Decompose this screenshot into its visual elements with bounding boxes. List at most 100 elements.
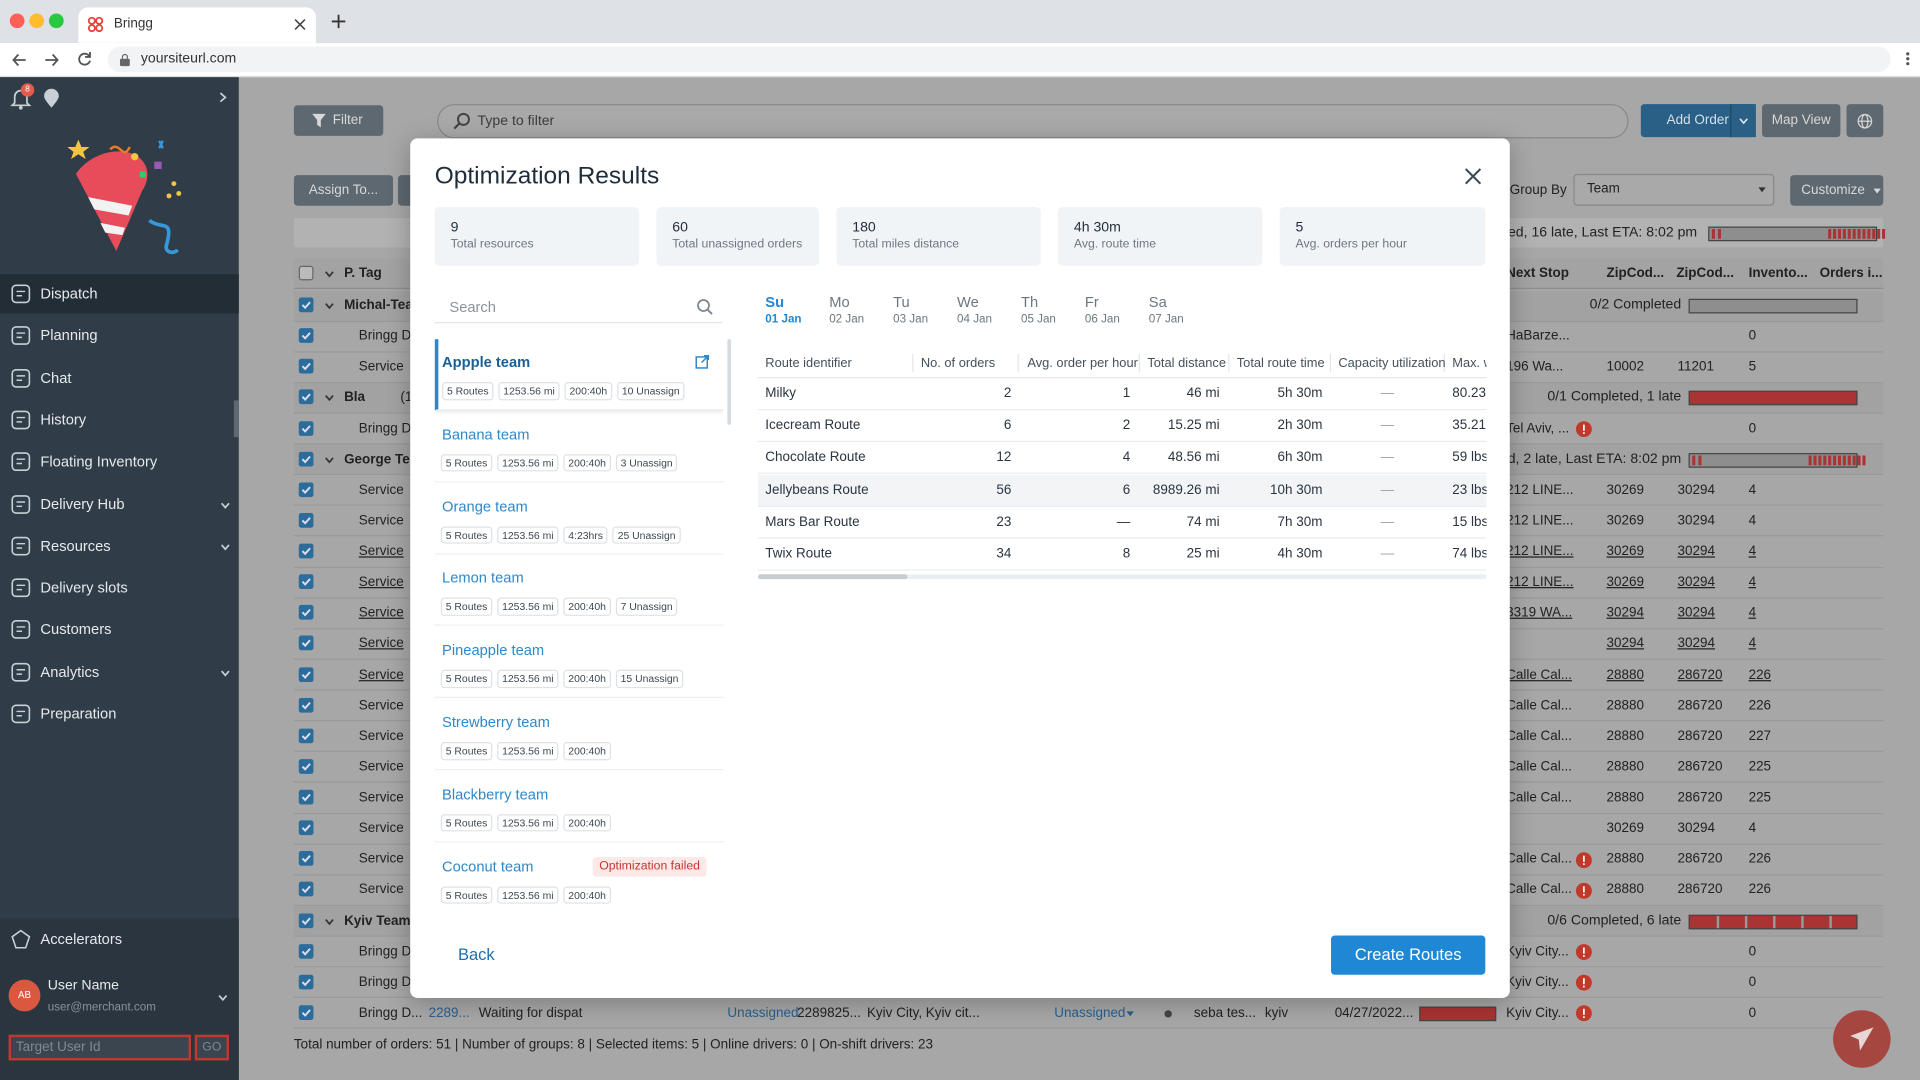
zip-code: 28880 bbox=[1606, 851, 1644, 867]
table-cell: 10h 30m bbox=[1270, 482, 1323, 498]
create-routes-button[interactable]: Create Routes bbox=[1331, 935, 1486, 975]
table-row[interactable] bbox=[757, 507, 1487, 539]
filter-search[interactable]: Type to filter bbox=[437, 104, 1629, 139]
zip-code: 28880 bbox=[1606, 698, 1644, 713]
zip-code: 30269 bbox=[1606, 574, 1644, 590]
day-name[interactable]: Su bbox=[765, 293, 785, 311]
filter-button[interactable]: Filter bbox=[293, 105, 384, 136]
team-name: Coconut team bbox=[442, 857, 534, 875]
day-date[interactable]: 06 Jan bbox=[1084, 312, 1120, 327]
inventory: 225 bbox=[1748, 790, 1772, 806]
customize-button[interactable]: Customize bbox=[1790, 175, 1884, 206]
day-date[interactable]: 03 Jan bbox=[893, 312, 929, 327]
day-name[interactable]: Th bbox=[1020, 293, 1039, 311]
nav-item[interactable]: Customers bbox=[40, 621, 112, 639]
day-name[interactable]: Fr bbox=[1084, 293, 1099, 311]
go-button[interactable]: GO bbox=[194, 1034, 229, 1061]
table-header bbox=[757, 348, 1487, 379]
team-item[interactable]: Orange team 5 Routes 1253.56 mi 4:23hrs 25 U… bbox=[434, 483, 724, 555]
day-date[interactable]: 07 Jan bbox=[1148, 312, 1184, 327]
routes-table: Route identifier No. of orders Avg. order … bbox=[757, 348, 1487, 581]
stat-label: Total miles distance bbox=[852, 237, 960, 252]
day-name[interactable]: Tu bbox=[893, 293, 910, 311]
day-date[interactable]: 02 Jan bbox=[829, 312, 865, 327]
browser-menu bbox=[1906, 52, 1910, 66]
location-icon bbox=[44, 88, 59, 108]
chevron bbox=[220, 544, 230, 551]
team-item[interactable]: Coconut team Optimization failed 5 Routes 1… bbox=[435, 843, 724, 906]
alert-icon bbox=[1575, 975, 1592, 992]
team-chip: 1253.56 mi bbox=[497, 886, 559, 904]
team-chip: 5 Routes bbox=[440, 526, 493, 544]
zip-code: 30269 bbox=[1606, 482, 1644, 498]
chat-fab[interactable] bbox=[1833, 1010, 1891, 1068]
day-name[interactable]: Mo bbox=[829, 293, 850, 311]
table-column-header: Route identifier bbox=[765, 355, 852, 371]
nav-reload bbox=[78, 52, 91, 66]
checkbox bbox=[298, 297, 314, 313]
table-scroll-track bbox=[757, 574, 1487, 580]
inventory: 4 bbox=[1748, 482, 1757, 498]
back-button[interactable]: Back bbox=[457, 945, 495, 964]
nav-item[interactable]: Dispatch bbox=[40, 285, 98, 303]
stat-label: Avg. route time bbox=[1073, 237, 1157, 252]
order-title: Service bbox=[358, 667, 404, 682]
nav-item[interactable]: Delivery slots bbox=[40, 579, 128, 597]
nav-item[interactable]: Resources bbox=[40, 537, 111, 555]
window-control bbox=[9, 13, 25, 29]
team-search[interactable]: Search bbox=[434, 291, 723, 324]
team-item[interactable]: Banana team 5 Routes 1253.56 mi 200:40h 3 Un… bbox=[434, 411, 724, 483]
zip-code: 286720 bbox=[1677, 667, 1723, 682]
group-by-select[interactable]: Team bbox=[1573, 173, 1775, 206]
next-stop: 212 LINE... bbox=[1506, 574, 1574, 590]
select-value: Team bbox=[1586, 181, 1620, 197]
map-view-button[interactable]: Map View bbox=[1762, 104, 1841, 138]
button-label: Customize bbox=[1801, 182, 1865, 198]
day-name[interactable]: Sa bbox=[1148, 293, 1167, 311]
modal-title: Optimization Results bbox=[434, 162, 660, 190]
target-user-input[interactable]: Target User Id bbox=[8, 1034, 192, 1061]
assign-button[interactable]: Assign To... bbox=[293, 175, 394, 206]
nav-item[interactable]: Preparation bbox=[40, 705, 117, 723]
table-row[interactable] bbox=[757, 443, 1487, 475]
table-cell: 6h 30m bbox=[1277, 450, 1323, 466]
day-date[interactable]: 04 Jan bbox=[957, 312, 992, 327]
day-date[interactable]: 01 Jan bbox=[765, 312, 802, 327]
inventory: 4 bbox=[1748, 513, 1757, 529]
table-row[interactable] bbox=[757, 539, 1487, 571]
button-label: Add Order bbox=[1666, 112, 1729, 128]
nav-item[interactable]: Floating Inventory bbox=[40, 453, 158, 471]
table-row[interactable] bbox=[757, 474, 1487, 507]
checkbox bbox=[298, 943, 314, 959]
team-item[interactable]: Strewberry team 5 Routes 1253.56 mi 200:40h bbox=[434, 699, 724, 771]
nav-item[interactable]: Chat bbox=[40, 369, 72, 387]
checkbox bbox=[298, 974, 314, 990]
table-cell: — bbox=[1380, 514, 1395, 530]
table-cell: 7h 30m bbox=[1277, 514, 1323, 530]
team-item[interactable]: Appple team 5 Routes 1253.56 mi 200:40h 10 U… bbox=[434, 339, 724, 411]
globe-button[interactable] bbox=[1846, 104, 1884, 138]
table-row[interactable] bbox=[757, 410, 1487, 443]
day-name[interactable]: We bbox=[957, 293, 979, 311]
order-cell: kyiv bbox=[1264, 1005, 1289, 1021]
order-title: Service bbox=[358, 605, 404, 621]
stat-card: 9 Total resources bbox=[434, 206, 640, 266]
chevron bbox=[325, 456, 334, 464]
day-date[interactable]: 05 Jan bbox=[1020, 312, 1056, 327]
alert-icon bbox=[1575, 882, 1592, 899]
team-item[interactable]: Lemon team 5 Routes 1253.56 mi 200:40h 7 Una… bbox=[434, 555, 724, 627]
nav-item[interactable]: Delivery Hub bbox=[40, 495, 125, 513]
checkbox bbox=[298, 697, 314, 713]
add-order-dropdown[interactable] bbox=[1730, 104, 1756, 138]
nav-item[interactable]: Accelerators bbox=[40, 930, 123, 948]
column-separator bbox=[1443, 353, 1445, 373]
browser-tab[interactable]: Bringg bbox=[78, 7, 316, 43]
team-item[interactable]: Blackberry team 5 Routes 1253.56 mi 200:40h bbox=[434, 771, 724, 843]
nav-item[interactable]: Analytics bbox=[40, 663, 100, 681]
close-button[interactable] bbox=[1464, 168, 1482, 185]
nav-item[interactable]: History bbox=[40, 411, 87, 429]
team-item[interactable]: Pineapple team 5 Routes 1253.56 mi 200:40h 1… bbox=[434, 627, 724, 699]
table-row[interactable] bbox=[757, 378, 1487, 411]
group-name: George Tes bbox=[344, 451, 418, 467]
nav-item[interactable]: Planning bbox=[40, 327, 98, 345]
